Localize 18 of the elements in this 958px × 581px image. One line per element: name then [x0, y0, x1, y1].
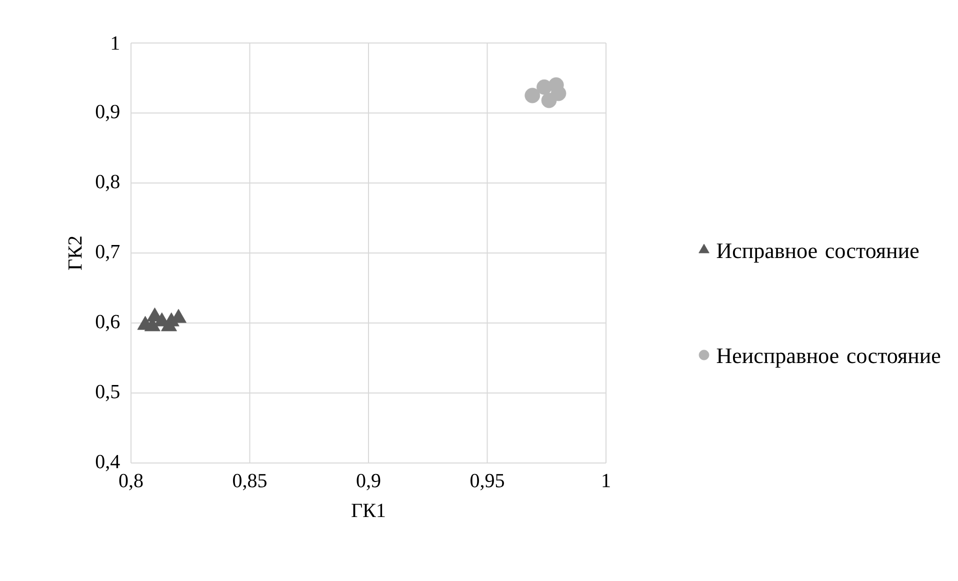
- legend-label: Исправное состояние: [716, 244, 919, 263]
- y-tick-label: 0,6: [96, 314, 120, 332]
- y-tick-label: 1: [112, 36, 119, 50]
- x-tick-label: 1: [602, 474, 610, 488]
- x-axis-title: ГК1: [352, 504, 385, 517]
- y-tick-label: 0,5: [96, 384, 120, 402]
- point: [524, 88, 540, 104]
- y-axis-title: ГК2: [68, 236, 82, 270]
- x-tick-label: 0,9: [356, 474, 380, 490]
- y-tick-label: 0,4: [96, 454, 120, 472]
- y-tick-label: 0,7: [96, 244, 120, 262]
- legend-label: Неисправное состояние: [716, 348, 940, 368]
- y-tick-label: 0,8: [96, 174, 120, 192]
- y-tick-label: 0,9: [96, 104, 120, 122]
- x-tick-label: 0,8: [119, 474, 143, 490]
- x-tick-label: 0,95: [470, 474, 504, 490]
- point: [550, 86, 566, 102]
- x-tick-label: 0,85: [233, 474, 266, 490]
